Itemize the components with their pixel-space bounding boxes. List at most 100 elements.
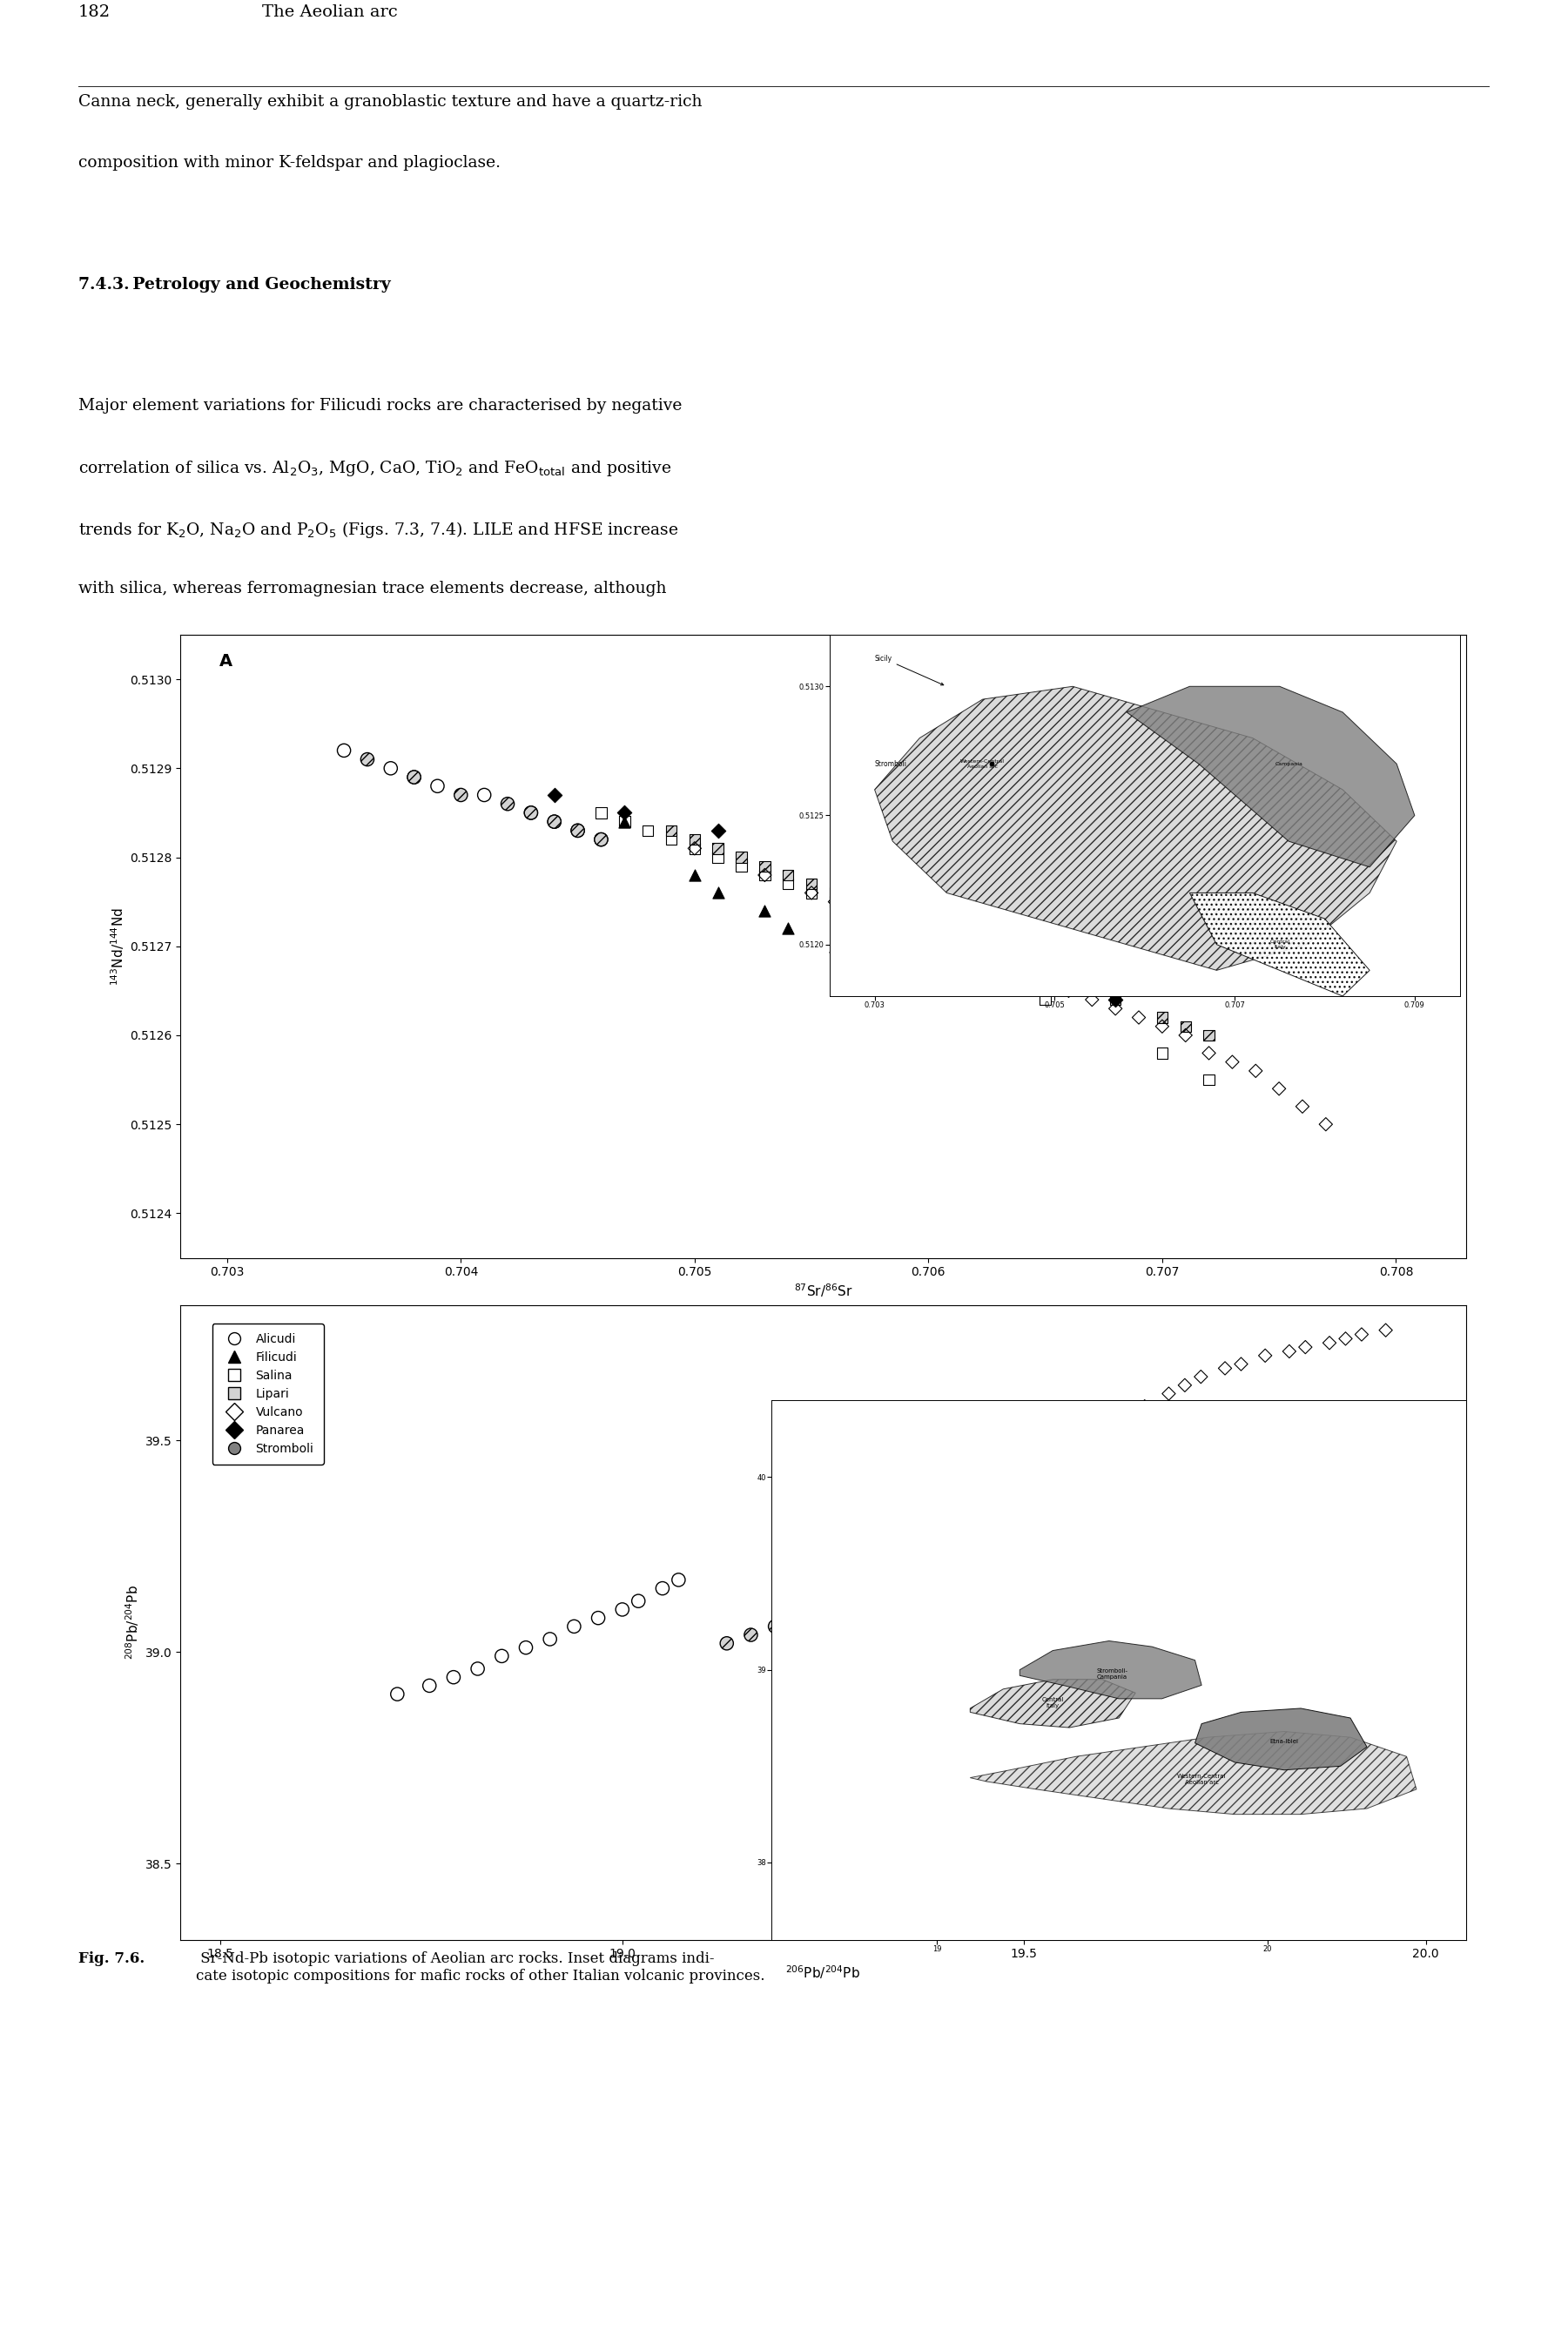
Point [916,1672,941,1709]
Point [947,1476,972,1514]
Point [659,820,684,858]
Point [1033,955,1058,992]
Point [963,936,988,973]
Point [588,820,613,858]
Point [1243,1051,1269,1089]
Point [612,804,637,842]
Point [1290,1089,1316,1126]
Point [1173,1016,1198,1053]
Point [682,830,707,868]
Point [875,1540,900,1578]
Point [986,945,1011,983]
Point [1173,1366,1198,1404]
Point [753,856,778,893]
Text: with silica, whereas ferromagnesian trace elements decrease, although: with silica, whereas ferromagnesian trac… [78,581,666,597]
Text: The Aeolian arc: The Aeolian arc [262,5,397,21]
Point [826,1561,851,1599]
Point [1276,1333,1301,1371]
Text: Major element variations for Filicudi rocks are characterised by negative: Major element variations for Filicudi ro… [78,397,682,414]
X-axis label: $^{206}$Pb/$^{204}$Pb: $^{206}$Pb/$^{204}$Pb [786,1963,861,1982]
Point [811,1587,836,1625]
Text: trends for K$_2$O, Na$_2$O and P$_2$O$_5$ (Figs. 7.3, 7.4). LILE and HFSE increa: trends for K$_2$O, Na$_2$O and P$_2$O$_5… [78,520,679,541]
Point [753,856,778,893]
Point [706,830,731,868]
Point [1011,1476,1036,1514]
Point [996,1561,1021,1599]
Point [1060,1493,1085,1531]
Point [939,926,964,964]
Y-axis label: $^{143}$Nd/$^{144}$Nd: $^{143}$Nd/$^{144}$Nd [108,907,125,985]
Point [612,804,637,842]
Point [441,1657,466,1695]
Point [1102,990,1127,1027]
Point [776,910,801,947]
Point [612,795,637,832]
Point [892,900,917,938]
Point [1317,1324,1342,1361]
Point [971,1465,996,1502]
Point [1212,1349,1237,1387]
Point [1333,1319,1358,1357]
Point [588,820,613,858]
Point [401,759,426,797]
Point [626,1582,651,1620]
Point [1156,1375,1181,1413]
Point [947,1507,972,1545]
Point [851,1549,877,1587]
Point [519,795,544,832]
Point [1229,1345,1254,1382]
Point [1173,1582,1198,1620]
Point [1027,1507,1052,1545]
Point [787,1582,812,1620]
Text: A: A [220,654,232,670]
Point [1033,980,1058,1018]
Point [996,1486,1021,1523]
Point [417,1667,442,1704]
Point [1010,955,1035,992]
X-axis label: $^{87}$Sr/$^{86}$Sr: $^{87}$Sr/$^{86}$Sr [793,1281,853,1300]
Point [1102,980,1127,1018]
Point [1057,964,1082,1002]
Point [682,820,707,858]
Point [800,875,825,912]
Point [892,910,917,947]
Point [776,856,801,893]
Point [1033,964,1058,1002]
Point [898,1549,924,1587]
Point [1126,999,1151,1037]
Point [1068,1418,1093,1455]
Point [713,1625,739,1662]
Point [834,1613,859,1650]
Point [564,811,590,849]
Point [651,1570,676,1608]
Point [543,804,568,842]
Text: 182: 182 [78,5,111,21]
Point [401,759,426,797]
Point [706,839,731,877]
Point [472,776,497,813]
Point [963,926,988,964]
Point [955,1657,980,1695]
Text: Canna neck, generally exhibit a granoblastic texture and have a quartz-rich: Canna neck, generally exhibit a granobla… [78,94,702,110]
Point [898,1528,924,1566]
Point [588,795,613,832]
Point [682,830,707,868]
Point [800,875,825,912]
Point [986,945,1011,983]
Point [916,1587,941,1625]
Y-axis label: $^{208}$Pb/$^{204}$Pb: $^{208}$Pb/$^{204}$Pb [124,1585,141,1660]
Point [1027,1634,1052,1672]
Point [762,1608,787,1646]
Point [1189,1359,1214,1396]
Point [1010,945,1035,983]
Point [1060,1455,1085,1493]
Point [1196,1034,1221,1072]
Point [753,846,778,884]
Point [729,846,754,884]
Point [875,1599,900,1636]
Point [1035,1465,1060,1502]
Point [971,1498,996,1535]
Point [1132,1387,1157,1425]
Point [1109,1531,1134,1568]
Point [1149,1034,1174,1072]
